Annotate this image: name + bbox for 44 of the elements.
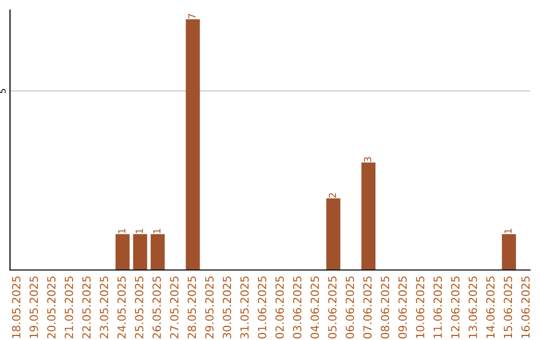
x-tick-label: 06.06.2025: [346, 276, 354, 338]
x-tick-label: 23.05.2025: [100, 276, 108, 338]
bar: [326, 198, 340, 270]
x-tick-label: 05.06.2025: [328, 276, 337, 338]
data-label: 3: [364, 157, 372, 162]
x-tick-label: 10.06.2025: [416, 276, 424, 338]
x-tick-label: 19.05.2025: [30, 276, 38, 338]
x-tick-label: 28.05.2025: [188, 276, 196, 338]
x-tick-label: 04.06.2025: [310, 276, 319, 338]
data-label: 7: [188, 14, 196, 19]
x-tick-label: 22.05.2025: [82, 276, 91, 338]
x-tick-label: 18.05.2025: [12, 276, 20, 338]
bar: [186, 19, 200, 270]
bar: [150, 234, 165, 270]
data-label: 1: [118, 228, 126, 234]
x-tick-label: 29.05.2025: [205, 276, 214, 338]
bar: [361, 162, 376, 270]
x-tick-label: 03.06.2025: [293, 276, 302, 338]
data-label: 1: [153, 228, 160, 234]
data-label: 1: [136, 228, 143, 234]
data-label: 1: [504, 228, 512, 234]
x-tick-label: 15.06.2025: [504, 276, 512, 338]
x-tick-label: 14.06.2025: [486, 276, 495, 338]
x-tick-label: 24.05.2025: [117, 276, 126, 338]
x-tick-label: 11.06.2025: [434, 276, 442, 338]
x-tick-label: 16.06.2025: [521, 276, 530, 338]
x-tick-label: 12.06.2025: [451, 276, 460, 338]
bar: [133, 234, 148, 270]
x-tick-label: 26.05.2025: [152, 276, 161, 338]
x-tick-label: 27.05.2025: [170, 276, 178, 338]
x-tick-label: 13.06.2025: [468, 276, 478, 338]
bar: [502, 234, 516, 270]
data-label: 2: [328, 193, 336, 198]
x-tick-label: 07.06.2025: [363, 276, 372, 338]
x-tick-label: 01.06.2025: [258, 276, 266, 338]
x-tick-label: 25.05.2025: [134, 276, 144, 338]
x-tick-label: 08.06.2025: [380, 276, 390, 338]
x-tick-label: 21.05.2025: [64, 276, 74, 338]
x-tick-label: 31.05.2025: [240, 276, 249, 338]
x-tick-label: 02.06.2025: [275, 276, 284, 338]
bar: [116, 234, 130, 270]
x-tick-label: 09.06.2025: [398, 276, 407, 338]
x-tick-label: 20.05.2025: [47, 276, 56, 338]
x-tick-label: 30.05.2025: [222, 276, 232, 338]
